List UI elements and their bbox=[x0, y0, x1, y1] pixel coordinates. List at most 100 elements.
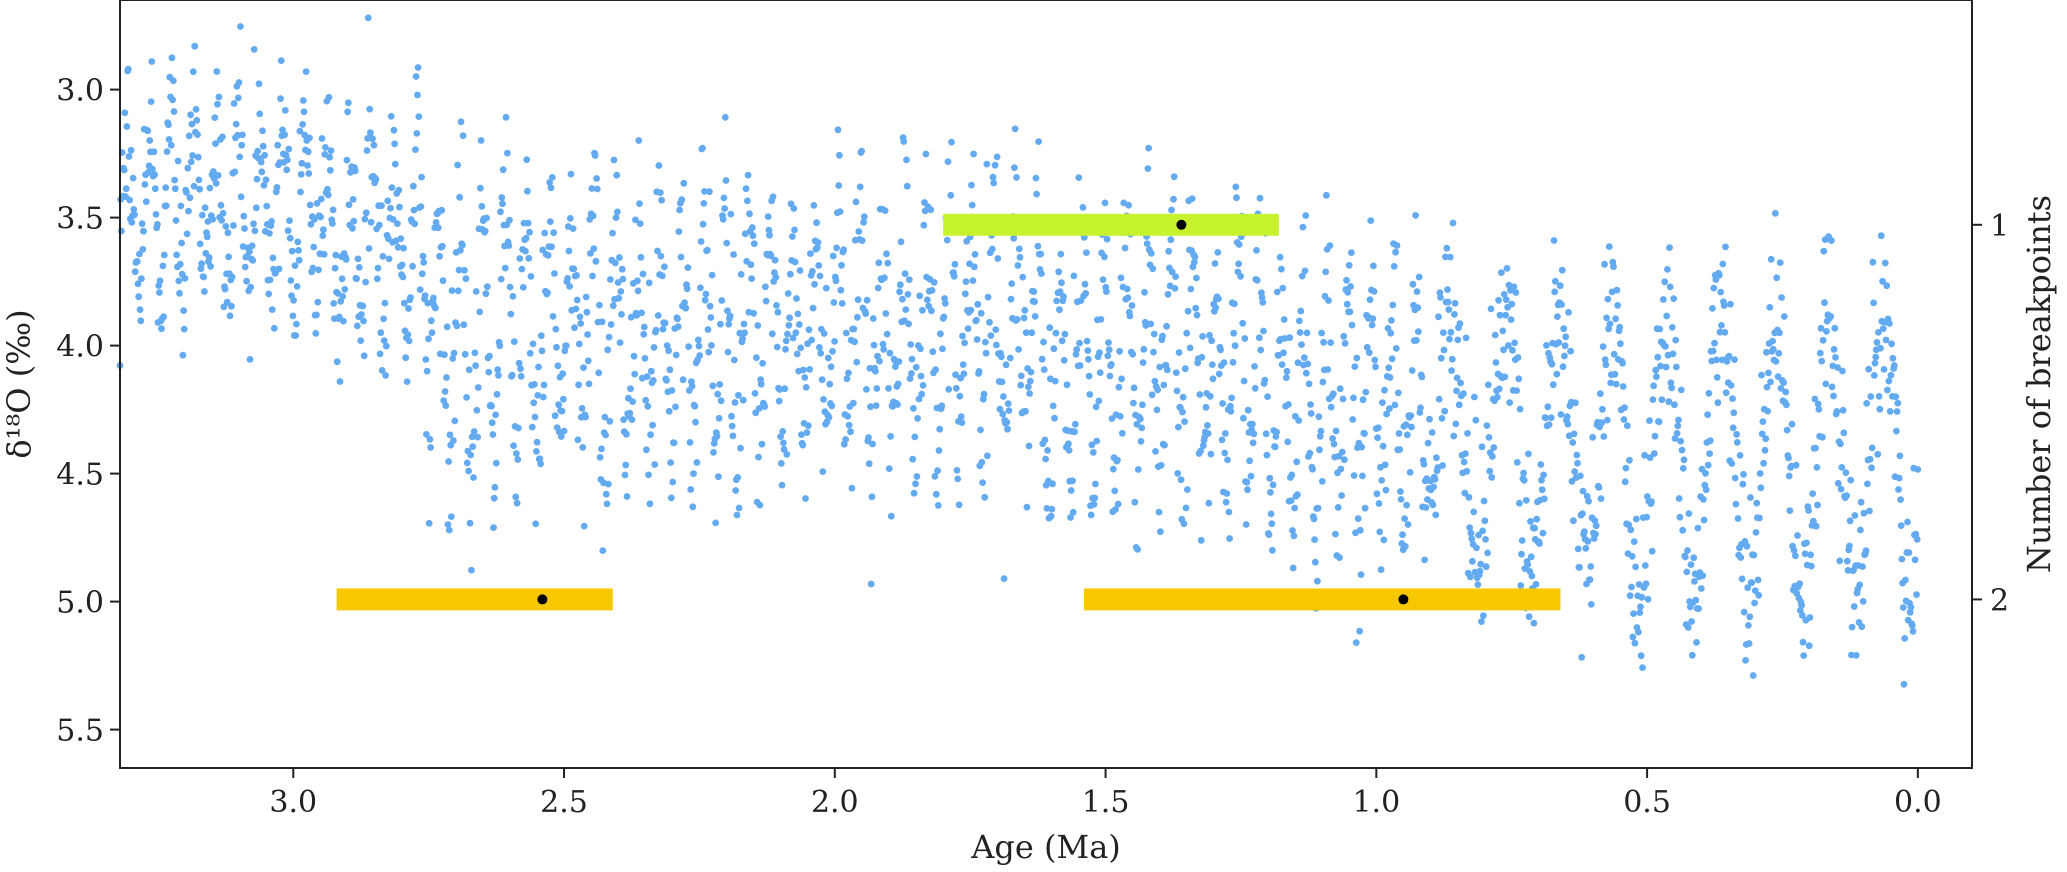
scatter-point bbox=[1341, 456, 1348, 464]
x-tick-label: 2.0 bbox=[811, 785, 859, 820]
scatter-point bbox=[987, 332, 995, 339]
scatter-point bbox=[959, 332, 966, 340]
scatter-point bbox=[1694, 524, 1702, 532]
scatter-point bbox=[1631, 639, 1639, 647]
scatter-point bbox=[536, 455, 544, 463]
scatter-point bbox=[1516, 499, 1523, 507]
scatter-point bbox=[1736, 452, 1744, 459]
scatter-point bbox=[1011, 125, 1019, 133]
scatter-point bbox=[1407, 412, 1415, 419]
scatter-point bbox=[537, 332, 545, 340]
scatter-point bbox=[194, 153, 202, 161]
scatter-point bbox=[363, 147, 371, 154]
scatter-point bbox=[809, 267, 816, 275]
scatter-point bbox=[1489, 453, 1496, 460]
scatter-point bbox=[1083, 337, 1091, 345]
scatter-point bbox=[1025, 442, 1033, 450]
scatter-point bbox=[740, 320, 748, 328]
scatter-point bbox=[1733, 430, 1740, 438]
scatter-point bbox=[1589, 433, 1597, 441]
scatter-point bbox=[1881, 259, 1889, 267]
scatter-point bbox=[1067, 514, 1074, 521]
scatter-point bbox=[1196, 391, 1204, 398]
scatter-point bbox=[305, 170, 313, 177]
scatter-point bbox=[1049, 480, 1056, 488]
scatter-point bbox=[499, 166, 507, 174]
scatter-point bbox=[897, 238, 905, 246]
scatter-point bbox=[854, 296, 862, 304]
scatter-point bbox=[914, 415, 921, 422]
scatter-point bbox=[922, 150, 930, 158]
scatter-point bbox=[1358, 443, 1366, 451]
scatter-point bbox=[613, 171, 621, 179]
scatter-point bbox=[1621, 478, 1629, 486]
scatter-point bbox=[939, 345, 946, 353]
scatter-point bbox=[1339, 395, 1347, 403]
scatter-point bbox=[618, 265, 626, 273]
scatter-point bbox=[1256, 194, 1264, 202]
scatter-point bbox=[1381, 461, 1389, 469]
scatter-point bbox=[434, 224, 442, 232]
scatter-point bbox=[286, 217, 293, 225]
scatter-point bbox=[783, 450, 791, 458]
scatter-point bbox=[1415, 273, 1423, 281]
scatter-point bbox=[1472, 416, 1480, 424]
scatter-point bbox=[1432, 511, 1440, 519]
scatter-point bbox=[710, 449, 717, 456]
scatter-point bbox=[384, 197, 392, 205]
scatter-point bbox=[526, 228, 533, 236]
scatter-point bbox=[1293, 458, 1301, 466]
scatter-point bbox=[781, 385, 789, 393]
scatter-point bbox=[1604, 295, 1612, 303]
x-tick-label: 0.0 bbox=[1894, 785, 1942, 820]
scatter-point bbox=[413, 130, 421, 137]
scatter-point bbox=[502, 113, 510, 121]
scatter-point bbox=[847, 428, 854, 436]
scatter-point bbox=[1909, 627, 1917, 635]
scatter-point bbox=[1450, 432, 1458, 440]
scatter-point bbox=[1875, 329, 1882, 336]
scatter-point bbox=[163, 148, 171, 156]
scatter-point bbox=[1173, 387, 1181, 395]
scatter-point bbox=[1561, 352, 1568, 360]
scatter-point bbox=[729, 432, 737, 440]
scatter-point bbox=[948, 138, 955, 146]
scatter-point bbox=[1875, 393, 1883, 400]
scatter-point bbox=[684, 264, 692, 271]
scatter-point bbox=[627, 313, 635, 321]
scatter-point bbox=[364, 14, 372, 22]
scatter-point bbox=[601, 413, 609, 421]
scatter-point bbox=[1341, 340, 1349, 347]
scatter-point bbox=[1862, 547, 1870, 555]
scatter-point bbox=[1518, 550, 1525, 558]
scatter-point bbox=[1255, 334, 1263, 342]
scatter-point bbox=[1395, 430, 1403, 437]
scatter-point bbox=[1319, 378, 1327, 386]
scatter-point bbox=[1125, 201, 1132, 209]
scatter-point bbox=[1377, 566, 1385, 573]
scatter-point bbox=[1060, 356, 1068, 364]
scatter-point bbox=[129, 174, 137, 182]
scatter-point bbox=[696, 352, 704, 359]
scatter-point bbox=[1898, 555, 1906, 563]
scatter-point bbox=[315, 266, 322, 274]
scatter-point bbox=[439, 242, 446, 250]
scatter-point bbox=[1433, 454, 1440, 462]
scatter-point bbox=[1558, 301, 1565, 308]
scatter-point bbox=[317, 195, 325, 203]
scatter-point bbox=[1900, 680, 1908, 688]
scatter-point bbox=[813, 244, 821, 252]
scatter-point bbox=[1156, 363, 1164, 371]
scatter-point bbox=[1170, 195, 1177, 203]
scatter-point bbox=[263, 202, 271, 210]
scatter-point bbox=[1302, 212, 1310, 219]
scatter-point bbox=[959, 361, 967, 368]
scatter-point bbox=[1055, 268, 1063, 276]
scatter-point bbox=[1309, 465, 1316, 473]
scatter-point bbox=[886, 349, 894, 357]
scatter-point bbox=[644, 402, 652, 410]
scatter-point bbox=[744, 197, 751, 205]
y-tick-label: 5.5 bbox=[56, 714, 104, 749]
scatter-point bbox=[1311, 536, 1318, 543]
scatter-point bbox=[575, 340, 583, 348]
